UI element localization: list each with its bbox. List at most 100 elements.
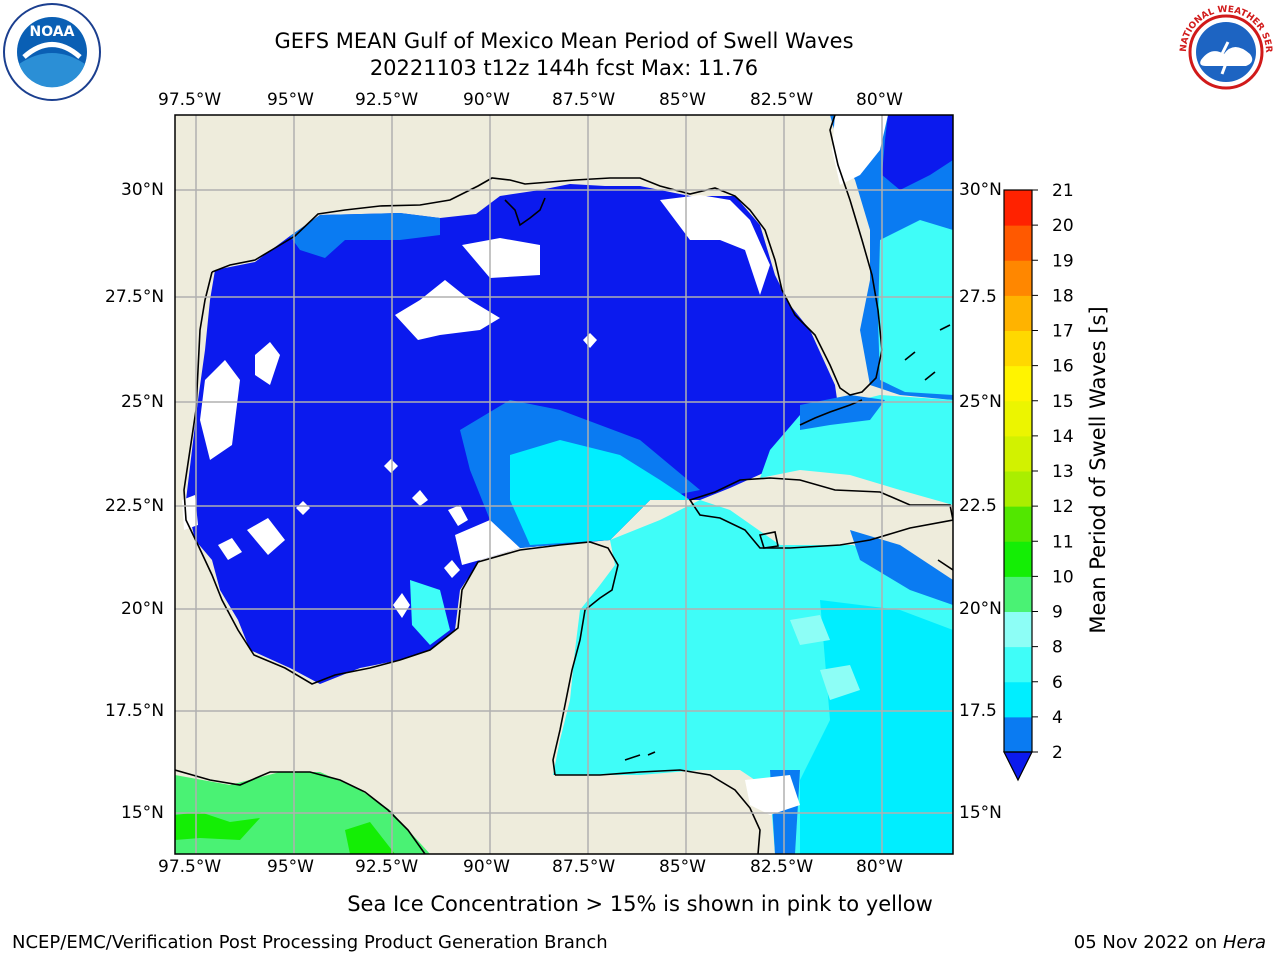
- colorbar-tick-label: 11: [1052, 532, 1074, 552]
- missing-patch: [745, 775, 800, 815]
- colorbar-tick-label: 17: [1052, 322, 1074, 342]
- mexico-west-coast: [183, 271, 619, 776]
- noaa-logo: NOAA: [3, 3, 101, 101]
- pacific-green: [345, 822, 395, 854]
- campeche-cyan: [410, 580, 450, 645]
- isle-of-youth: [758, 531, 779, 549]
- missing-patch: [384, 459, 398, 473]
- missing-patch: [444, 560, 460, 578]
- lon-label-top: 85°W: [659, 90, 706, 110]
- lat-label-left: 27.5°N: [105, 287, 165, 307]
- colorbar-segment: [1004, 435, 1032, 472]
- map-content: [175, 115, 953, 854]
- lat-label-right: 30°N: [959, 180, 1002, 200]
- colorbar-tick-label: 19: [1052, 251, 1074, 271]
- footer-date-text: 05 Nov 2022 on: [1073, 932, 1223, 953]
- lat-label-left: 25°N: [121, 392, 164, 412]
- lat-label-left: 15°N: [121, 803, 164, 823]
- footer-date: 05 Nov 2022 on Hera: [1074, 932, 1266, 954]
- colorbar-tick-label: 10: [1052, 567, 1074, 587]
- colorbar-segment: [1004, 576, 1032, 612]
- lon-label-bottom: 90°W: [463, 857, 510, 877]
- lon-label-top: 87.5°W: [552, 90, 616, 110]
- sea-ice-note-text: Sea Ice Concentration > 15% is shown in …: [347, 892, 933, 916]
- colorbar-label: Mean Period of Swell Waves [s]: [1086, 306, 1110, 634]
- footer-machine: Hera: [1222, 932, 1266, 953]
- colorbar-segment: [1004, 330, 1032, 367]
- sea-ice-note: Sea Ice Concentration > 15% is shown in …: [0, 891, 1280, 917]
- lon-label-top: 80°W: [856, 90, 903, 110]
- missing-patch: [200, 360, 240, 460]
- lat-label-right: 15°N: [959, 803, 1002, 823]
- chart-subtitle: 20221103 t12z 144h fcst Max: 11.76: [369, 56, 759, 80]
- atlantic-cyan: [878, 220, 953, 395]
- colorbar-segment: [1004, 471, 1032, 507]
- colorbar-tick-label: 18: [1052, 286, 1074, 306]
- colorbar-segment: [1004, 611, 1032, 648]
- hispaniola-tip: [937, 559, 953, 571]
- keys-line: [799, 399, 863, 426]
- colorbar-tick-label: 8: [1052, 638, 1063, 658]
- missing-patch: [462, 238, 540, 278]
- mississippi-delta: [504, 197, 546, 227]
- lon-label-bottom: 97.5°W: [158, 857, 222, 877]
- caribbean-light: [790, 615, 830, 645]
- lon-label-bottom: 85°W: [659, 857, 706, 877]
- colorbar-segment: [1004, 506, 1032, 542]
- lon-label-bottom: 87.5°W: [552, 857, 616, 877]
- lon-label-top: 97.5°W: [158, 90, 222, 110]
- small-island: [624, 751, 656, 761]
- lat-label-right: 27.5: [959, 287, 997, 307]
- missing-patch: [660, 195, 770, 295]
- pacific-coast: [175, 769, 426, 854]
- chart-title: GEFS MEAN Gulf of Mexico Mean Period of …: [274, 29, 854, 53]
- cuba-outline: [688, 477, 953, 549]
- colorbar-segment: [1004, 260, 1032, 296]
- lon-label-top: 92.5°W: [355, 90, 419, 110]
- footer-branch: NCEP/EMC/Verification Post Processing Pr…: [12, 932, 608, 953]
- lon-label-bottom: 82.5°W: [750, 857, 814, 877]
- colorbar-segment: [1004, 681, 1032, 718]
- colorbar-segment: [1004, 716, 1032, 753]
- missing-patch: [455, 520, 520, 565]
- lon-label-bottom: 80°W: [856, 857, 903, 877]
- caribbean-cyan: [800, 600, 953, 854]
- colorbar-tick-label: 2: [1052, 743, 1063, 763]
- lat-label-right: 20°N: [959, 599, 1002, 619]
- colorbar-tick-label: 13: [1052, 462, 1074, 482]
- colorbar-segment: [1004, 190, 1032, 226]
- colorbar-segment: [1004, 365, 1032, 402]
- coastlines: [175, 115, 953, 854]
- central-america-coast: [555, 769, 761, 854]
- missing-patch: [395, 280, 500, 340]
- nws-logo: NATIONAL WEATHER SERVICE: [1176, 2, 1274, 100]
- colorbar: 2 4 6 8 9 10 11 12 13 14 15 16 17 18 19 20 21: [1003, 181, 1074, 782]
- noaa-logo-text: NOAA: [30, 24, 75, 40]
- straits-band: [800, 395, 885, 430]
- colorbar-extend-triangle: [1003, 751, 1033, 782]
- map-frame: [174, 114, 954, 855]
- caribbean-light: [820, 665, 860, 700]
- missing-patch: [247, 518, 285, 555]
- colorbar-tick-label: 20: [1052, 216, 1074, 236]
- missing-patch: [255, 342, 280, 385]
- colorbar-tick-label: 6: [1052, 673, 1063, 693]
- colorbar-tick-label: 9: [1052, 603, 1063, 623]
- lat-label-right: 17.5: [959, 701, 997, 721]
- colorbar-segment: [1004, 646, 1032, 683]
- colorbar-tick-label: 4: [1052, 708, 1063, 728]
- colorbar-tick-label: 14: [1052, 427, 1074, 447]
- lon-label-top: 95°W: [267, 90, 314, 110]
- missing-patch: [583, 333, 597, 348]
- lat-label-left: 17.5°N: [105, 701, 165, 721]
- missing-patch: [218, 538, 242, 560]
- colorbar-tick-label: 12: [1052, 497, 1074, 517]
- bahamas: [904, 324, 951, 381]
- colorbar-tick-label: 21: [1052, 181, 1074, 201]
- missing-patch: [412, 490, 428, 506]
- colorbar-segment: [1004, 541, 1032, 577]
- lat-label-right: 22.5: [959, 496, 997, 516]
- colorbar-segment: [1004, 295, 1032, 331]
- lon-label-top: 82.5°W: [750, 90, 814, 110]
